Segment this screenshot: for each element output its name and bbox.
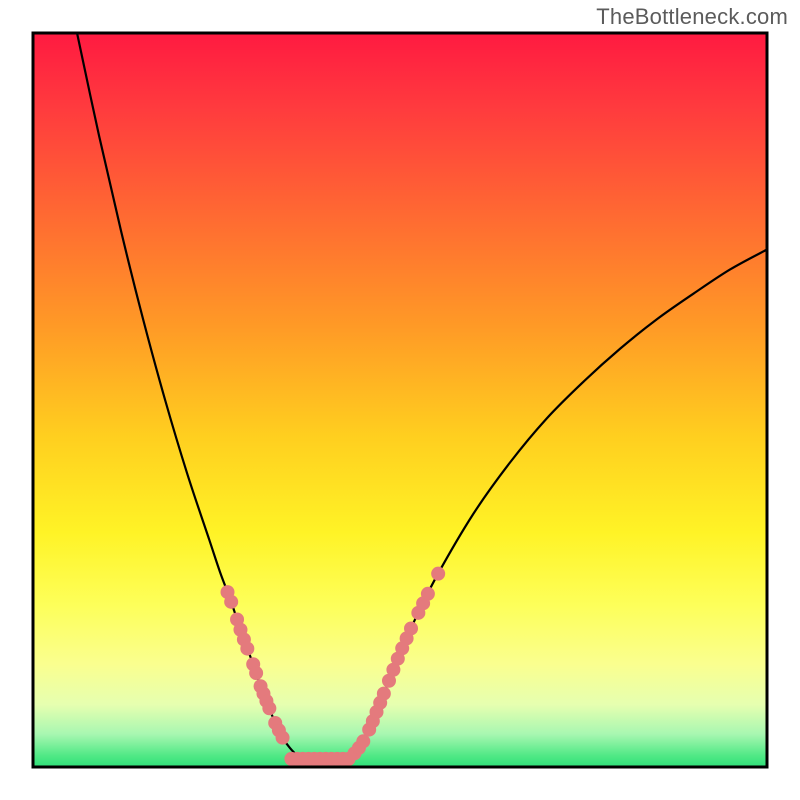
curve-dot	[405, 622, 418, 635]
curve-dot	[250, 667, 263, 680]
curve-dot	[377, 687, 390, 700]
watermark-text: TheBottleneck.com	[596, 4, 788, 30]
curve-dot	[432, 567, 445, 580]
chart-container: TheBottleneck.com	[0, 0, 800, 800]
curve-dot	[241, 642, 254, 655]
curve-dot	[357, 735, 370, 748]
curve-dot	[421, 587, 434, 600]
bottleneck-curve-chart	[0, 0, 800, 800]
curve-dot	[276, 731, 289, 744]
curve-dot	[225, 595, 238, 608]
curve-dot	[263, 702, 276, 715]
